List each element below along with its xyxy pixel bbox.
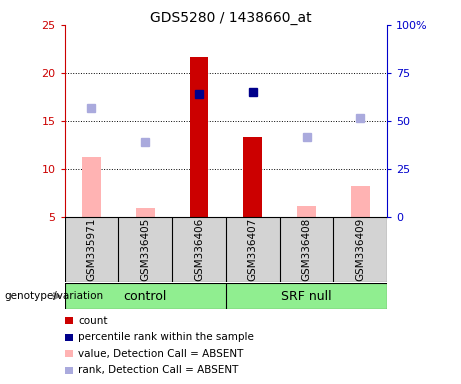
Text: GDS5280 / 1438660_at: GDS5280 / 1438660_at	[150, 11, 311, 25]
Text: GSM336405: GSM336405	[140, 218, 150, 281]
Bar	[243, 137, 262, 217]
Text: GSM336408: GSM336408	[301, 218, 312, 281]
Text: genotype/variation: genotype/variation	[5, 291, 104, 301]
Text: rank, Detection Call = ABSENT: rank, Detection Call = ABSENT	[78, 365, 239, 375]
Text: GSM336406: GSM336406	[194, 218, 204, 281]
Text: GSM336409: GSM336409	[355, 218, 366, 281]
Text: count: count	[78, 316, 108, 326]
Text: SRF null: SRF null	[281, 290, 332, 303]
Text: GSM335971: GSM335971	[86, 218, 96, 281]
Text: GSM336407: GSM336407	[248, 218, 258, 281]
Text: value, Detection Call = ABSENT: value, Detection Call = ABSENT	[78, 349, 244, 359]
Bar	[297, 207, 316, 217]
Bar	[189, 56, 208, 217]
Text: control: control	[124, 290, 167, 303]
Bar	[82, 157, 101, 217]
Bar	[136, 209, 154, 217]
Bar	[351, 186, 370, 217]
Text: percentile rank within the sample: percentile rank within the sample	[78, 332, 254, 342]
